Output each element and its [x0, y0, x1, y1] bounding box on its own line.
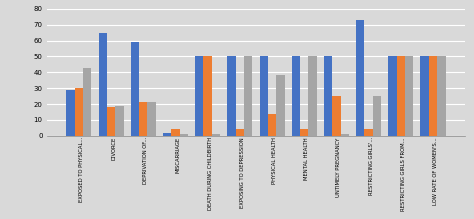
Bar [66, 90, 75, 136]
Bar [131, 42, 139, 136]
Bar [83, 67, 91, 136]
Bar [115, 106, 124, 136]
Bar [388, 57, 397, 136]
Bar [420, 57, 429, 136]
Bar [405, 57, 413, 136]
Bar [437, 57, 446, 136]
Bar [147, 102, 156, 136]
Bar [107, 107, 115, 136]
Bar [163, 133, 171, 136]
Bar [356, 20, 365, 136]
Bar [365, 129, 373, 136]
Bar [259, 57, 268, 136]
Bar [324, 57, 332, 136]
Bar [244, 57, 253, 136]
Bar [268, 114, 276, 136]
Bar [139, 102, 147, 136]
Bar [171, 129, 180, 136]
Bar [276, 75, 284, 136]
Bar [397, 57, 405, 136]
Bar [332, 96, 341, 136]
Bar [212, 134, 220, 136]
Bar [236, 129, 244, 136]
Bar [180, 134, 188, 136]
Bar [300, 129, 309, 136]
Bar [195, 57, 203, 136]
Bar [429, 57, 437, 136]
Bar [309, 57, 317, 136]
Bar [99, 33, 107, 136]
Bar [203, 57, 212, 136]
Bar [75, 88, 83, 136]
Bar [341, 134, 349, 136]
Bar [228, 57, 236, 136]
Bar [373, 96, 381, 136]
Bar [292, 57, 300, 136]
